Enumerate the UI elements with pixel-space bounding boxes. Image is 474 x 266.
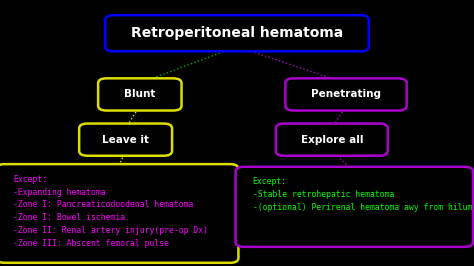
FancyBboxPatch shape: [105, 15, 369, 51]
Text: Explore all: Explore all: [301, 135, 363, 145]
FancyBboxPatch shape: [285, 78, 407, 111]
FancyBboxPatch shape: [79, 124, 172, 156]
FancyBboxPatch shape: [276, 124, 388, 156]
Text: Retroperitoneal hematoma: Retroperitoneal hematoma: [131, 26, 343, 40]
Text: Blunt: Blunt: [124, 89, 155, 99]
FancyBboxPatch shape: [98, 78, 182, 111]
Text: Except:
-Stable retrohepatic hematoma
-(optional) Perirenal hematoma awy from hi: Except: -Stable retrohepatic hematoma -(…: [253, 177, 472, 212]
Text: Penetrating: Penetrating: [311, 89, 381, 99]
Text: Except:
-Expanding hematoma
-Zone I: Pancreaticoduodenal hematoma
-Zone I: Bowel: Except: -Expanding hematoma -Zone I: Pan…: [13, 175, 208, 248]
FancyBboxPatch shape: [236, 167, 473, 247]
Text: Leave it: Leave it: [102, 135, 149, 145]
FancyBboxPatch shape: [0, 164, 238, 263]
